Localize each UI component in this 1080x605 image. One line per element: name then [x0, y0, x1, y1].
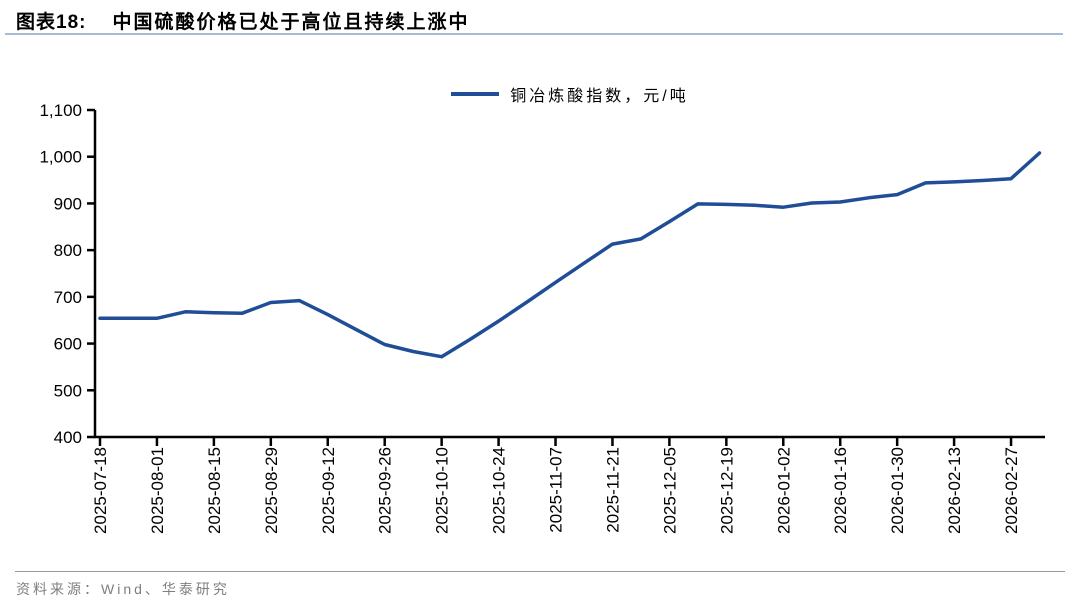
- source-divider-rule: [15, 571, 1065, 572]
- x-axis-tick-label: 2025-12-19: [717, 447, 736, 534]
- x-axis-tick-label: 2025-08-29: [262, 447, 281, 534]
- title-underline-rule: [5, 33, 1063, 35]
- x-axis-tick-label: 2026-01-02: [774, 447, 793, 534]
- legend-line-swatch: [451, 92, 500, 96]
- chart-title: 图表18: 中国硫酸价格已处于高位且持续上涨中: [16, 7, 469, 34]
- x-axis-tick-label: 2025-08-01: [148, 447, 167, 534]
- figure-number-label: 图表18:: [16, 12, 87, 33]
- x-axis-tick-label: 2026-02-27: [1002, 447, 1021, 534]
- y-axis-tick-label: 1,100: [39, 101, 82, 120]
- x-axis-tick-label: 2025-08-15: [205, 447, 224, 534]
- x-axis-tick-label: 2026-02-13: [945, 447, 964, 534]
- x-axis-tick-label: 2025-09-26: [376, 447, 395, 534]
- y-axis-tick-label: 600: [54, 335, 82, 354]
- x-axis-tick-label: 2025-11-07: [547, 447, 566, 533]
- y-axis-tick-label: 700: [54, 288, 82, 307]
- x-axis-tick-label: 2025-09-12: [319, 447, 338, 534]
- y-axis-tick-label: 500: [54, 381, 82, 400]
- x-axis-tick-label: 2025-10-24: [490, 447, 509, 534]
- x-axis-tick-label: 2025-12-05: [660, 447, 679, 534]
- y-axis-tick-label: 800: [54, 241, 82, 260]
- x-axis-tick-label: 2025-07-18: [91, 447, 110, 534]
- x-axis-tick-label: 2026-01-16: [831, 447, 850, 534]
- legend-series-label: 铜冶炼酸指数，元/吨: [510, 88, 689, 105]
- figure-title-text: 中国硫酸价格已处于高位且持续上涨中: [112, 12, 470, 33]
- x-axis-tick-label: 2025-10-10: [433, 447, 452, 534]
- y-axis-tick-label: 1,000: [39, 148, 82, 167]
- x-axis-tick-label: 2026-01-30: [888, 447, 907, 534]
- x-axis-tick-label: 2025-11-21: [603, 447, 622, 533]
- chart-legend: 铜冶炼酸指数，元/吨: [95, 82, 1045, 106]
- source-attribution: 资料来源：Wind、华泰研究: [16, 581, 230, 597]
- y-axis-tick-label: 900: [54, 194, 82, 213]
- series-line-copper-smelting-acid-index: [98, 151, 1042, 359]
- y-axis-tick-label: 400: [54, 428, 82, 447]
